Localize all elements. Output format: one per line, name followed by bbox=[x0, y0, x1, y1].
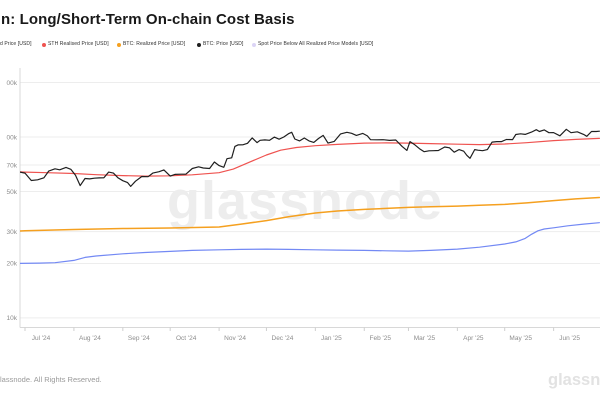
x-axis-label: Jun '25 bbox=[559, 335, 580, 342]
x-axis-label: Aug '24 bbox=[79, 335, 101, 342]
x-axis-label: Dec '24 bbox=[272, 335, 294, 342]
legend-item-label: d Price [USD] bbox=[0, 41, 32, 47]
copyright-text: lassnode. All Rights Reserved. bbox=[0, 375, 102, 384]
series-line-btc-realized-price-usd- bbox=[20, 196, 600, 232]
legend-dot-icon bbox=[252, 42, 256, 47]
series-line-sth-realised-price-usd- bbox=[20, 137, 600, 177]
legend-dot-icon bbox=[117, 42, 121, 47]
x-axis-label: May '25 bbox=[509, 335, 532, 342]
legend-item-label: Spot Price Below All Realized Price Mode… bbox=[258, 41, 374, 47]
legend-dot-icon bbox=[42, 42, 46, 47]
series-line-btc-price-usd- bbox=[20, 128, 600, 187]
glassnode-watermark: glassnode bbox=[166, 171, 444, 231]
x-axis-label: Nov '24 bbox=[224, 335, 246, 342]
series-line-d-price-usd- bbox=[20, 222, 600, 264]
x-axis-label: Jan '25 bbox=[321, 335, 342, 342]
x-axis-label: Feb '25 bbox=[370, 335, 392, 342]
legend-item-lth-realised-price[interactable]: d Price [USD] bbox=[0, 41, 32, 48]
y-axis-label: 70k bbox=[7, 162, 18, 169]
y-axis-label: 20k bbox=[7, 261, 18, 268]
x-axis-label: Mar '25 bbox=[414, 335, 436, 342]
y-axis-label: 30k bbox=[7, 229, 18, 236]
y-axis-label: 00k bbox=[7, 80, 18, 87]
x-axis-label: Sep '24 bbox=[128, 335, 150, 342]
x-axis-label: Apr '25 bbox=[463, 335, 484, 342]
x-axis-label: Jul '24 bbox=[32, 335, 51, 342]
legend-item-label: BTC: Price [USD] bbox=[203, 41, 244, 47]
legend-item-label: STH Realised Price [USD] bbox=[48, 41, 109, 47]
legend-dot-icon bbox=[197, 42, 201, 47]
page-title: n: Long/Short-Term On-chain Cost Basis bbox=[1, 11, 295, 28]
y-axis-label: 50k bbox=[7, 189, 18, 196]
legend-item-spot-below-models[interactable]: Spot Price Below All Realized Price Mode… bbox=[252, 41, 373, 48]
legend-item-btc-realized-price[interactable]: BTC: Realized Price [USD] bbox=[117, 41, 185, 48]
legend-item-btc-price[interactable]: BTC: Price [USD] bbox=[197, 41, 244, 48]
y-axis-label: 00k bbox=[7, 134, 18, 141]
legend-item-label: BTC: Realized Price [USD] bbox=[123, 41, 186, 47]
legend: d Price [USD] STH Realised Price [USD] B… bbox=[0, 41, 600, 49]
y-axis-label: 10k bbox=[7, 315, 18, 322]
legend-item-sth-realised-price[interactable]: STH Realised Price [USD] bbox=[42, 41, 109, 48]
x-axis-label: Oct '24 bbox=[176, 335, 197, 342]
glassnode-logo: glassnode bbox=[548, 371, 600, 389]
